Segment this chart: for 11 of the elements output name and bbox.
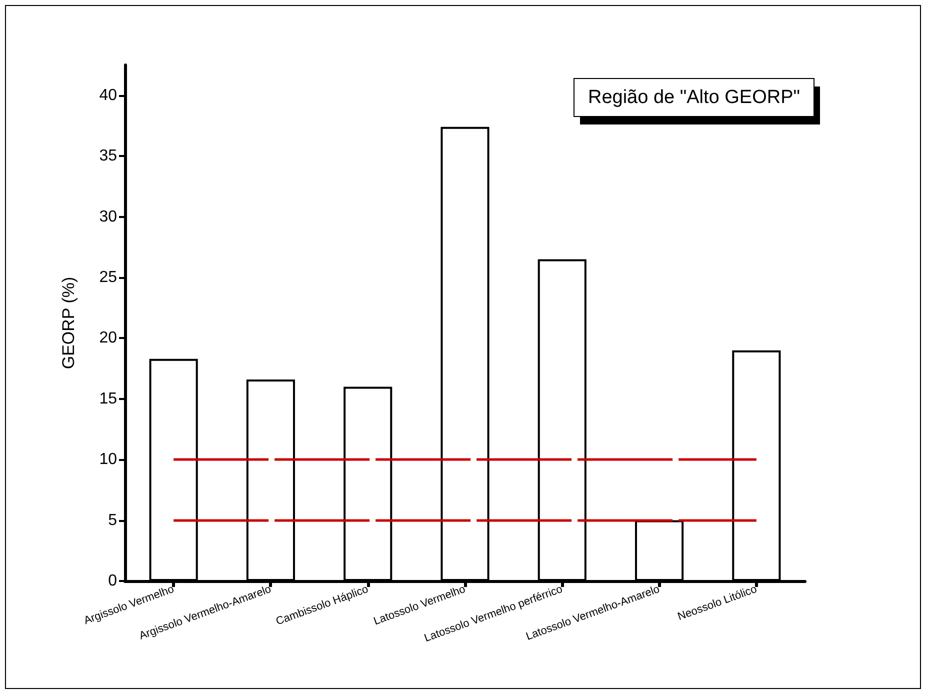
y-tick-label: 0 (108, 572, 118, 590)
y-tick-label: 30 (99, 208, 118, 226)
y-tick-label: 5 (108, 512, 118, 529)
y-tick-label: 40 (99, 86, 118, 104)
annotation: Região de "Alto GEORP" (588, 87, 800, 108)
y-tick-label: 10 (99, 451, 118, 468)
y-tick-label: 25 (99, 268, 118, 286)
y-tick-label: 20 (99, 330, 118, 347)
y-tick-label: 35 (99, 148, 118, 165)
y-tick-label: 15 (99, 390, 118, 408)
y-axis-title: GEORP (%) (59, 276, 78, 370)
